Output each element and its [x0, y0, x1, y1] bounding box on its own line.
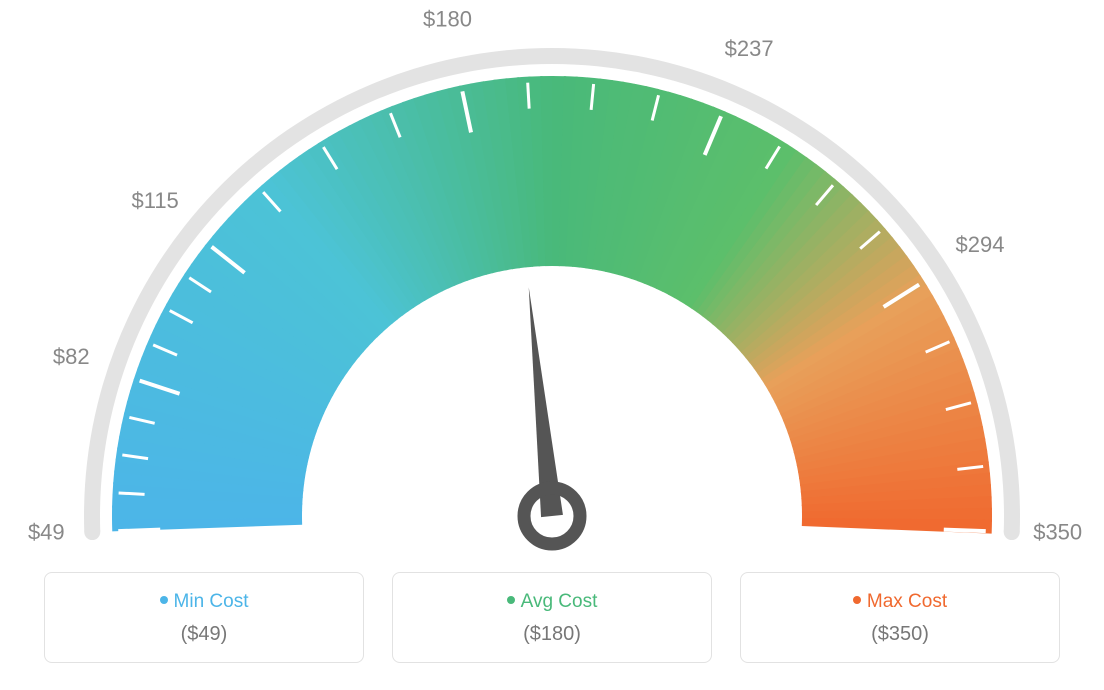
legend-card-avg: Avg Cost ($180): [392, 572, 712, 663]
gauge-tick-label: $180: [423, 7, 472, 32]
gauge-rim-cap: [84, 524, 100, 540]
legend-title-text-avg: Avg Cost: [521, 591, 598, 612]
legend-title-max: Max Cost: [751, 591, 1049, 613]
gauge-svg: $49 $82 $115 $180 $237 $294 $350: [0, 0, 1104, 560]
legend-title-text-min: Min Cost: [174, 591, 249, 612]
gauge-tick-label: $49: [28, 519, 65, 544]
legend-value-max: ($350): [751, 623, 1049, 646]
legend-title-avg: Avg Cost: [403, 591, 701, 613]
legend-title-text-max: Max Cost: [867, 591, 947, 612]
gauge-minor-tick: [528, 83, 529, 109]
legend-dot-avg: [507, 596, 515, 604]
gauge-tick-label: $82: [53, 344, 90, 369]
legend-dot-max: [853, 596, 861, 604]
gauge-tick-label: $237: [725, 36, 774, 61]
gauge-tick-label: $115: [131, 188, 178, 213]
cost-gauge: $49 $82 $115 $180 $237 $294 $350: [0, 0, 1104, 560]
gauge-major-tick: [944, 530, 986, 531]
gauge-minor-tick: [119, 493, 145, 494]
legend-card-min: Min Cost ($49): [44, 572, 364, 663]
legend-dot-min: [160, 596, 168, 604]
gauge-tick-label: $350: [1033, 519, 1082, 544]
legend-title-min: Min Cost: [55, 591, 353, 613]
gauge-tick-label: $294: [956, 232, 1005, 257]
legend-row: Min Cost ($49) Avg Cost ($180) Max Cost …: [0, 572, 1104, 663]
gauge-major-tick: [118, 530, 160, 531]
gauge-rim-cap: [1004, 524, 1020, 540]
legend-value-avg: ($180): [403, 623, 701, 646]
legend-card-max: Max Cost ($350): [740, 572, 1060, 663]
legend-value-min: ($49): [55, 623, 353, 646]
